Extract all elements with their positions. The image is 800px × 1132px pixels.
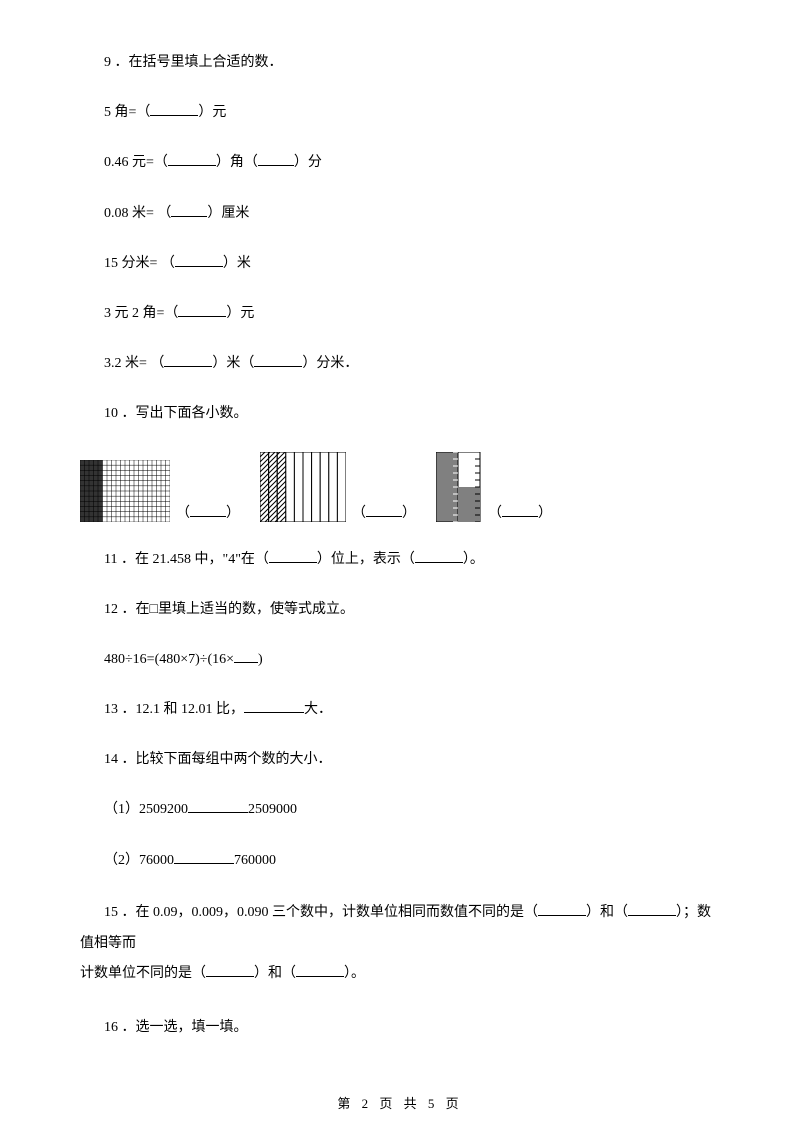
blank	[190, 503, 226, 517]
blank	[258, 152, 294, 166]
blank	[164, 353, 212, 367]
page-footer: 第 2 页 共 5 页	[0, 1093, 800, 1112]
q11-a: 11 ．在 21.458 中，"4"在（	[104, 552, 269, 567]
grid-diagram-1	[80, 460, 170, 522]
q12-title: 12 ．在□里填上适当的数，使等式成立。	[80, 597, 720, 622]
q10-diagrams: （） （） （）	[80, 452, 720, 522]
q15: 15 ．在 0.09，0.009，0.090 三个数中，计数单位相同而数值不同的…	[80, 898, 720, 990]
blank	[188, 799, 248, 813]
q14-sub1: （1）2509200 2509000	[80, 797, 720, 822]
q9-line3-a: 0.08 米= （	[104, 206, 171, 221]
blank	[234, 649, 258, 663]
blank	[296, 963, 344, 977]
q15-a: 15 ．在 0.09，0.009，0.090 三个数中，计数单位相同而数值不同的…	[80, 898, 538, 929]
paren-blank: （）	[352, 502, 416, 522]
q13: 13 ．12.1 和 12.01 比， 大．	[80, 697, 720, 722]
blank	[150, 102, 198, 116]
blank	[175, 253, 223, 267]
blank	[168, 152, 216, 166]
blank	[628, 902, 676, 916]
q9-line5-a: 3 元 2 角=（	[104, 306, 178, 321]
q13-b: 大．	[304, 702, 332, 717]
q9-line4: 15 分米= （ ）米	[80, 251, 720, 276]
blank	[366, 503, 402, 517]
q9-line2-c: ）分	[294, 155, 322, 170]
q9-title: 9 ．在括号里填上合适的数．	[80, 50, 720, 75]
paren-blank: （）	[176, 502, 240, 522]
q9-line6: 3.2 米= （ ）米（ ）分米．	[80, 351, 720, 376]
q9-line3-b: ）厘米	[207, 206, 249, 221]
q9-line4-b: ）米	[223, 256, 251, 271]
q9-line2: 0.46 元=（ ）角（ ）分	[80, 150, 720, 175]
q9-line1: 5 角=（ ）元	[80, 100, 720, 125]
q14-sub2-b: 760000	[234, 853, 276, 868]
q14-sub1-b: 2509000	[248, 802, 297, 817]
q9-line6-b: ）米（	[212, 356, 254, 371]
blank	[415, 549, 463, 563]
q9-line5-b: ）元	[226, 306, 254, 321]
blank	[254, 353, 302, 367]
q14-sub2-a: （2）76000	[104, 853, 174, 868]
q13-a: 13 ．12.1 和 12.01 比，	[104, 702, 244, 717]
q14-title: 14 ．比较下面每组中两个数的大小．	[80, 747, 720, 772]
diagram2-unit: （）	[260, 452, 416, 522]
blank	[178, 303, 226, 317]
q15-e: ）和（	[254, 966, 296, 981]
q9-line5: 3 元 2 角=（ ）元	[80, 301, 720, 326]
blank	[269, 549, 317, 563]
blank	[171, 203, 207, 217]
q11-b: ）位上，表示（	[317, 552, 415, 567]
blank	[206, 963, 254, 977]
diagram1-unit: （）	[80, 460, 240, 522]
q14-sub1-a: （1）2509200	[104, 802, 188, 817]
bar-diagram-3	[436, 452, 482, 522]
q9-line2-a: 0.46 元=（	[104, 155, 168, 170]
q10-title: 10 ．写出下面各小数。	[80, 401, 720, 426]
q12-expr-b: )	[258, 652, 263, 667]
blank	[538, 902, 586, 916]
q11: 11 ．在 21.458 中，"4"在（ ）位上，表示（ ）。	[80, 547, 720, 572]
paren-blank: （）	[488, 502, 552, 522]
q14-sub2: （2）76000 760000	[80, 848, 720, 873]
blank	[502, 503, 538, 517]
q9-line2-b: ）角（	[216, 155, 258, 170]
diagram3-unit: （）	[436, 452, 552, 522]
q12-expr: 480÷16=(480×7)÷(16×)	[80, 647, 720, 672]
q15-d: 计数单位不同的是（	[80, 966, 206, 981]
hatch-diagram-2	[260, 452, 346, 522]
q9-line6-a: 3.2 米= （	[104, 356, 164, 371]
q15-f: ）。	[344, 966, 365, 981]
q9-line1-b: ）元	[198, 105, 226, 120]
q9-line1-a: 5 角=（	[104, 105, 150, 120]
blank	[174, 850, 234, 864]
q12-expr-a: 480÷16=(480×7)÷(16×	[104, 652, 234, 667]
q9-line4-a: 15 分米= （	[104, 256, 175, 271]
q11-c: ）。	[463, 552, 484, 567]
q9-line6-c: ）分米．	[302, 356, 358, 371]
blank	[244, 699, 304, 713]
q16-title: 16 ．选一选，填一填。	[80, 1015, 720, 1040]
q9-line3: 0.08 米= （ ）厘米	[80, 201, 720, 226]
q15-b: ）和（	[586, 905, 628, 920]
